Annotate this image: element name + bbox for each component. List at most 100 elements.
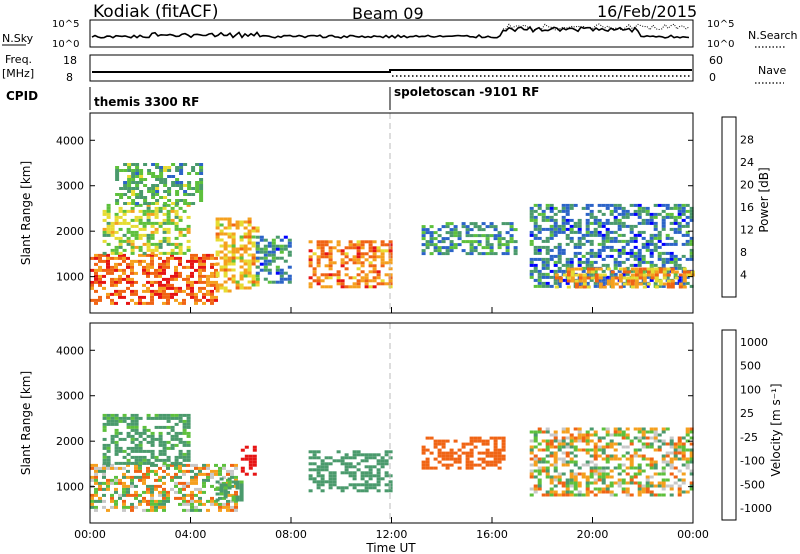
echo-cell bbox=[629, 236, 634, 240]
echo-cell bbox=[162, 469, 166, 473]
echo-cell bbox=[162, 496, 166, 500]
echo-cell bbox=[198, 499, 202, 503]
echo-cell bbox=[332, 474, 337, 478]
echo-cell bbox=[641, 484, 646, 488]
echo-cell bbox=[106, 466, 110, 470]
echo-cell bbox=[621, 490, 626, 494]
echo-cell bbox=[505, 240, 510, 244]
echo-cell bbox=[130, 265, 134, 269]
echo-cell bbox=[533, 284, 538, 288]
echo-cell bbox=[609, 457, 614, 461]
echo-cell bbox=[247, 274, 252, 278]
echo-cell bbox=[642, 279, 647, 283]
echo-cell bbox=[344, 462, 349, 466]
echo-cell bbox=[537, 427, 542, 431]
echo-cell bbox=[473, 436, 478, 440]
echo-cell bbox=[649, 242, 654, 246]
echo-cell bbox=[589, 469, 594, 473]
echo-cell bbox=[174, 256, 178, 260]
echo-cell bbox=[118, 466, 122, 470]
echo-cell bbox=[287, 265, 292, 269]
echo-cell bbox=[364, 471, 369, 475]
echo-cell bbox=[130, 481, 134, 485]
echo-cell bbox=[569, 451, 574, 455]
echo-cell bbox=[388, 486, 393, 490]
echo-cell bbox=[122, 416, 127, 420]
echo-cell bbox=[126, 227, 131, 231]
echo-cell bbox=[174, 472, 178, 476]
echo-cell bbox=[661, 263, 666, 267]
echo-cell bbox=[218, 508, 222, 512]
echo-cell bbox=[348, 258, 353, 262]
echo-cell bbox=[235, 247, 240, 251]
echo-cell bbox=[598, 282, 603, 286]
echo-cell bbox=[159, 196, 164, 199]
echo-cell bbox=[106, 206, 111, 210]
echo-cell bbox=[581, 433, 586, 437]
echo-cell bbox=[150, 502, 154, 506]
echo-cell bbox=[617, 224, 622, 228]
echo-cell bbox=[677, 206, 682, 210]
echo-cell bbox=[673, 451, 678, 455]
echo-cell bbox=[182, 469, 186, 473]
echo-cell bbox=[681, 457, 686, 461]
echo-cell bbox=[653, 224, 658, 228]
echo-cell bbox=[529, 272, 534, 276]
echo-cell bbox=[633, 472, 638, 476]
echo-cell bbox=[247, 262, 252, 266]
echo-cell bbox=[625, 457, 630, 461]
echo-cell bbox=[645, 212, 650, 216]
echo-cell bbox=[114, 487, 118, 491]
echo-cell bbox=[541, 260, 546, 264]
echo-cell bbox=[106, 458, 111, 462]
echo-cell bbox=[376, 459, 381, 463]
echo-cell bbox=[182, 289, 186, 293]
echo-cell bbox=[146, 484, 150, 488]
echo-cell bbox=[449, 451, 454, 455]
echo-cell bbox=[138, 259, 142, 263]
echo-cell bbox=[138, 203, 143, 207]
echo-cell bbox=[629, 457, 634, 461]
echo-cell bbox=[673, 481, 678, 485]
echo-cell bbox=[585, 433, 590, 437]
echo-cell bbox=[585, 448, 590, 452]
echo-cell bbox=[332, 483, 337, 487]
echo-cell bbox=[638, 276, 643, 280]
echo-cell bbox=[106, 209, 111, 213]
echo-cell bbox=[585, 463, 590, 467]
echo-cell bbox=[320, 474, 325, 478]
echo-cell bbox=[665, 442, 670, 446]
echo-cell bbox=[657, 254, 662, 258]
echo-cell bbox=[271, 244, 276, 248]
echo-cell bbox=[545, 257, 550, 261]
echo-cell bbox=[665, 257, 670, 261]
echo-cell bbox=[190, 280, 194, 284]
echo-cell bbox=[316, 243, 321, 247]
echo-cell bbox=[234, 505, 238, 509]
echo-cell bbox=[210, 274, 214, 278]
echo-cell bbox=[190, 259, 194, 263]
echo-cell bbox=[372, 267, 377, 271]
echo-cell bbox=[162, 481, 166, 485]
echo-cell bbox=[166, 458, 171, 462]
echo-cell bbox=[122, 502, 126, 506]
echo-cell bbox=[529, 493, 534, 497]
echo-cell bbox=[497, 240, 502, 244]
echo-cell bbox=[669, 493, 674, 497]
echo-cell bbox=[151, 172, 156, 175]
echo-cell bbox=[150, 505, 154, 509]
echo-cell bbox=[114, 449, 119, 453]
echo-cell bbox=[597, 436, 602, 440]
echo-cell bbox=[312, 453, 317, 457]
echo-cell bbox=[206, 277, 210, 281]
echo-cell bbox=[147, 169, 152, 172]
echo-cell bbox=[654, 279, 659, 283]
echo-cell bbox=[529, 218, 534, 222]
echo-cell bbox=[634, 279, 639, 283]
echo-cell bbox=[243, 226, 248, 230]
echo-cell bbox=[186, 277, 190, 281]
echo-cell bbox=[541, 227, 546, 231]
echo-cell bbox=[573, 242, 578, 246]
echo-cell bbox=[308, 489, 313, 493]
echo-cell bbox=[142, 490, 146, 494]
